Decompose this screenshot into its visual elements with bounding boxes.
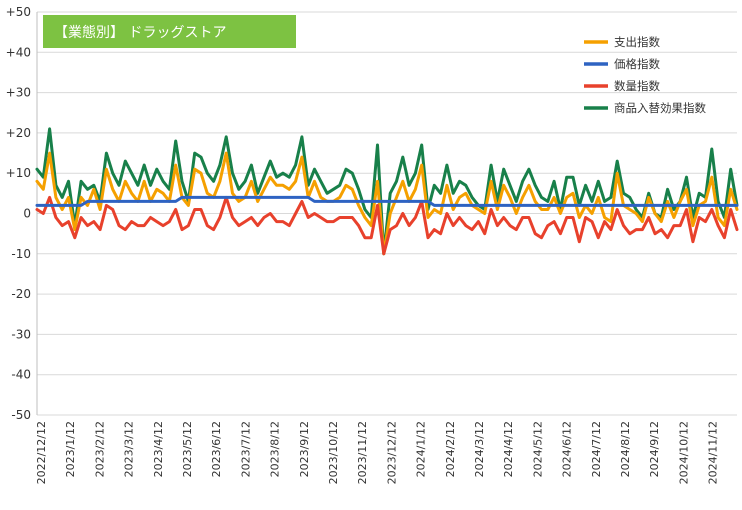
y-tick-label: -40 (11, 368, 31, 382)
x-tick: 2024/2/12 (444, 421, 457, 477)
x-tick-label: 2024/2/12 (444, 421, 457, 477)
x-tick-label: 2023/2/12 (93, 421, 106, 477)
x-tick: 2023/5/12 (181, 421, 194, 477)
x-tick-label: 2024/7/12 (590, 421, 603, 477)
y-tick-label: +40 (6, 45, 31, 59)
x-tick-label: 2023/10/12 (327, 421, 340, 484)
x-tick: 2023/1/12 (64, 421, 77, 477)
y-tick-label: 0 (23, 207, 31, 221)
x-tick: 2022/12/12 (35, 421, 48, 484)
series-line-price (35, 195, 739, 207)
y-tick-label: +10 (6, 166, 31, 180)
x-tick: 2024/7/12 (590, 421, 603, 477)
x-tick: 2023/8/12 (269, 421, 282, 477)
x-tick: 2024/9/12 (648, 421, 661, 477)
y-tick-label: +20 (6, 126, 31, 140)
x-tick: 2023/10/12 (327, 421, 340, 484)
x-tick: 2023/11/12 (356, 421, 369, 484)
legend-label: 価格指数 (614, 57, 660, 71)
x-tick-label: 2023/3/12 (123, 421, 136, 477)
x-tick: 2023/12/12 (385, 421, 398, 484)
x-tick-label: 2023/11/12 (356, 421, 369, 484)
x-tick-label: 2024/11/12 (707, 421, 720, 484)
x-tick-label: 2024/5/12 (531, 421, 544, 477)
x-tick-label: 2024/6/12 (561, 421, 574, 477)
x-tick-label: 2023/9/12 (298, 421, 311, 477)
x-tick: 2023/9/12 (298, 421, 311, 477)
x-tick-label: 2023/12/12 (385, 421, 398, 484)
x-tick-label: 2023/8/12 (269, 421, 282, 477)
x-tick: 2024/3/12 (473, 421, 486, 477)
x-tick-label: 2024/4/12 (502, 421, 515, 477)
title-background (43, 15, 296, 48)
y-tick-label: +50 (6, 5, 31, 19)
chart-title-box: 【業態別】 ドラッグストア (43, 15, 296, 48)
x-tick: 2023/3/12 (123, 421, 136, 477)
x-tick-label: 2024/1/12 (415, 421, 428, 477)
y-axis-ticks: -50 -40 -30 -20 -10 0 +10 +20 +30 +40 +50 (6, 5, 31, 422)
x-axis-ticks: 2022/12/12 2023/1/12 2023/2/12 2023/3/12 202… (35, 421, 720, 484)
x-tick: 2024/8/12 (619, 421, 632, 477)
x-tick: 2024/5/12 (531, 421, 544, 477)
x-tick-label: 2024/9/12 (648, 421, 661, 477)
x-tick: 2023/6/12 (210, 421, 223, 477)
x-tick-label: 2023/6/12 (210, 421, 223, 477)
x-tick-label: 2022/12/12 (35, 421, 48, 484)
x-tick-label: 2023/1/12 (64, 421, 77, 477)
series-line-quantity (35, 195, 739, 256)
y-tick-label: -50 (11, 408, 31, 422)
x-tick-label: 2023/7/12 (239, 421, 252, 477)
chart-title: 【業態別】 ドラッグストア (54, 25, 226, 41)
x-tick: 2024/1/12 (415, 421, 428, 477)
y-tick-label: -30 (11, 327, 31, 341)
y-tick-label: +30 (6, 86, 31, 100)
x-tick-label: 2024/8/12 (619, 421, 632, 477)
x-tick: 2024/11/12 (707, 421, 720, 484)
x-tick-label: 2024/10/12 (677, 421, 690, 484)
x-tick: 2024/6/12 (561, 421, 574, 477)
x-tick: 2023/4/12 (152, 421, 165, 477)
x-tick: 2023/7/12 (239, 421, 252, 477)
x-tick-label: 2023/4/12 (152, 421, 165, 477)
series-line-mix (35, 127, 739, 256)
x-tick-label: 2024/3/12 (473, 421, 486, 477)
x-tick: 2024/10/12 (677, 421, 690, 484)
legend-label: 商品入替効果指数 (614, 101, 706, 115)
legend-label: 数量指数 (614, 79, 660, 93)
gridlines (36, 11, 737, 416)
y-tick-label: -10 (11, 247, 31, 261)
y-tick-label: -20 (11, 287, 31, 301)
series-line-spending (35, 151, 739, 256)
series-lines (35, 127, 739, 256)
x-tick-label: 2023/5/12 (181, 421, 194, 477)
x-tick: 2024/4/12 (502, 421, 515, 477)
x-tick: 2023/2/12 (93, 421, 106, 477)
legend-label: 支出指数 (614, 35, 660, 49)
